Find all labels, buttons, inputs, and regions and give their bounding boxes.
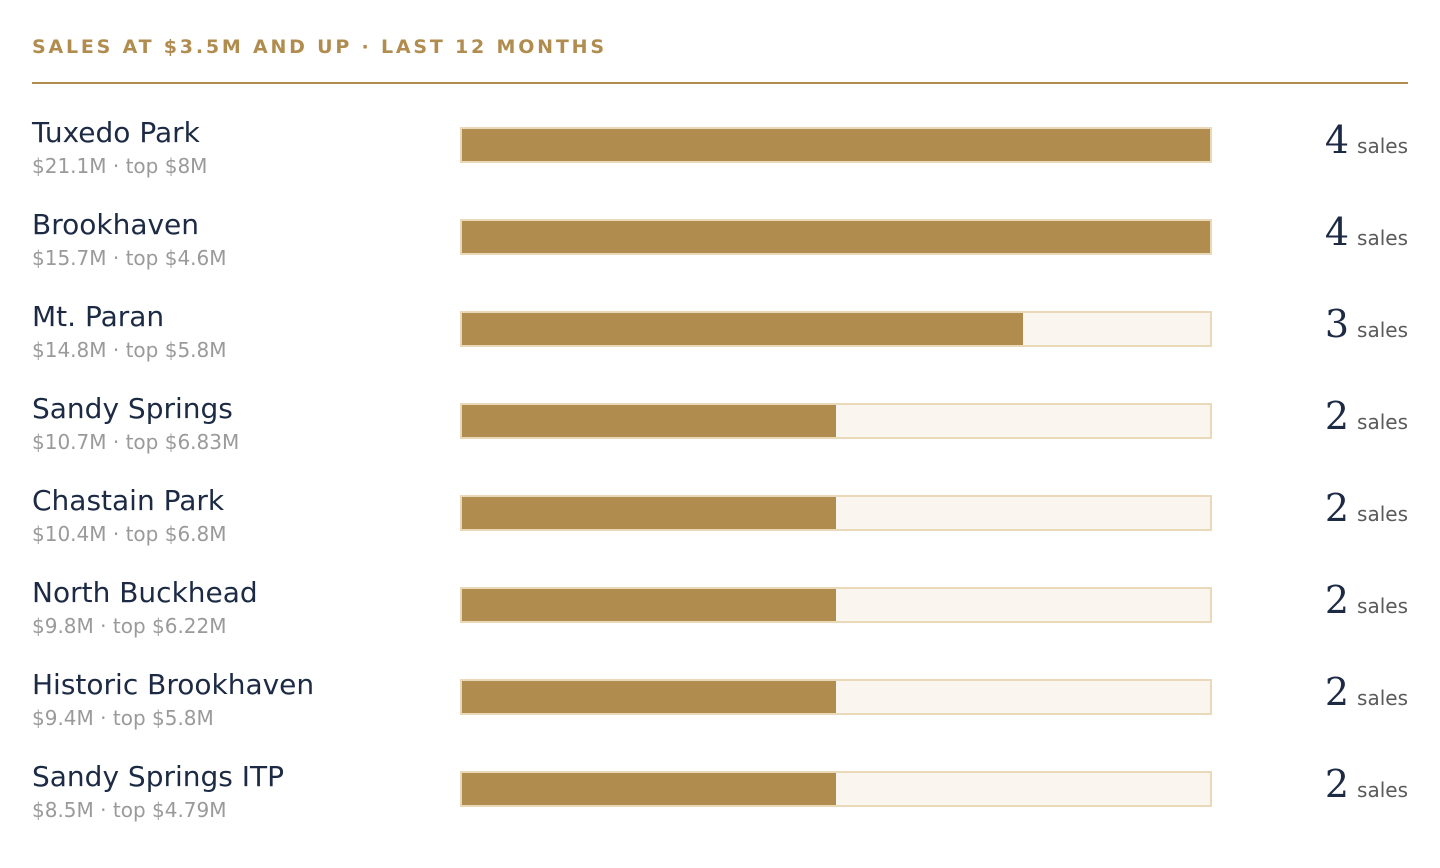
volume-summary: $14.8M · top $5.8M: [32, 338, 227, 362]
sales-count: 2 sales: [1325, 396, 1408, 445]
neighborhood-name: North Buckhead: [32, 576, 258, 609]
bar-track: [460, 403, 1212, 439]
sales-count-unit: sales: [1357, 686, 1408, 710]
neighborhood-name: Chastain Park: [32, 484, 225, 517]
neighborhood-name: Historic Brookhaven: [32, 668, 315, 701]
bar-row: Tuxedo Park $21.1M · top $8M 4 sales: [32, 116, 1408, 208]
sales-count-unit: sales: [1357, 502, 1408, 526]
sales-count-number: 2: [1324, 670, 1350, 714]
bar-fill: [462, 129, 1210, 161]
volume-summary: $10.7M · top $6.83M: [32, 430, 240, 454]
bar-fill: [462, 589, 836, 621]
bar-row: Sandy Springs ITP $8.5M · top $4.79M 2 sale…: [32, 760, 1408, 852]
sales-count-unit: sales: [1357, 594, 1408, 618]
sales-count-unit: sales: [1357, 318, 1408, 342]
neighborhood-name: Brookhaven: [32, 208, 200, 241]
sales-count: 3 sales: [1325, 304, 1408, 353]
bar-row: Brookhaven $15.7M · top $4.6M 4 sales: [32, 208, 1408, 300]
bar-track: [460, 219, 1212, 255]
sales-count-number: 3: [1324, 302, 1350, 346]
bar-fill: [462, 497, 836, 529]
volume-summary: $10.4M · top $6.8M: [32, 522, 227, 546]
bar-row: Sandy Springs $10.7M · top $6.83M 2 sales: [32, 392, 1408, 484]
sales-count: 2 sales: [1325, 580, 1408, 629]
bar-row: North Buckhead $9.8M · top $6.22M 2 sales: [32, 576, 1408, 668]
neighborhood-name: Sandy Springs ITP: [32, 760, 285, 793]
sales-count-unit: sales: [1357, 226, 1408, 250]
bar-fill: [462, 681, 836, 713]
bar-track: [460, 771, 1212, 807]
volume-summary: $9.8M · top $6.22M: [32, 614, 227, 638]
sales-count-number: 2: [1324, 486, 1350, 530]
sales-count-unit: sales: [1357, 410, 1408, 434]
bar-fill: [462, 313, 1023, 345]
sales-count-unit: sales: [1357, 778, 1408, 802]
sales-count: 4 sales: [1325, 212, 1408, 261]
chart-title: SALES AT $3.5M AND UP · LAST 12 MONTHS: [32, 36, 607, 58]
bar-track: [460, 311, 1212, 347]
sales-count-number: 4: [1324, 210, 1350, 254]
bar-fill: [462, 221, 1210, 253]
neighborhood-name: Sandy Springs: [32, 392, 233, 425]
sales-count: 2 sales: [1325, 764, 1408, 813]
bar-track: [460, 587, 1212, 623]
volume-summary: $21.1M · top $8M: [32, 154, 208, 178]
volume-summary: $9.4M · top $5.8M: [32, 706, 214, 730]
bar-fill: [462, 773, 836, 805]
bar-track: [460, 127, 1212, 163]
sales-count: 2 sales: [1325, 488, 1408, 537]
sales-count-number: 4: [1324, 118, 1350, 162]
sales-count: 4 sales: [1325, 120, 1408, 169]
bar-fill: [462, 405, 836, 437]
sales-count-number: 2: [1324, 578, 1350, 622]
bar-track: [460, 495, 1212, 531]
sales-count-unit: sales: [1357, 134, 1408, 158]
neighborhood-name: Mt. Paran: [32, 300, 165, 333]
sales-count-number: 2: [1324, 762, 1350, 806]
title-divider: [32, 82, 1408, 84]
sales-count: 2 sales: [1325, 672, 1408, 721]
bar-row: Chastain Park $10.4M · top $6.8M 2 sales: [32, 484, 1408, 576]
volume-summary: $15.7M · top $4.6M: [32, 246, 227, 270]
volume-summary: $8.5M · top $4.79M: [32, 798, 227, 822]
bar-track: [460, 679, 1212, 715]
neighborhood-name: Tuxedo Park: [32, 116, 200, 149]
sales-count-number: 2: [1324, 394, 1350, 438]
bar-row: Mt. Paran $14.8M · top $5.8M 3 sales: [32, 300, 1408, 392]
bar-row: Historic Brookhaven $9.4M · top $5.8M 2 sal…: [32, 668, 1408, 760]
